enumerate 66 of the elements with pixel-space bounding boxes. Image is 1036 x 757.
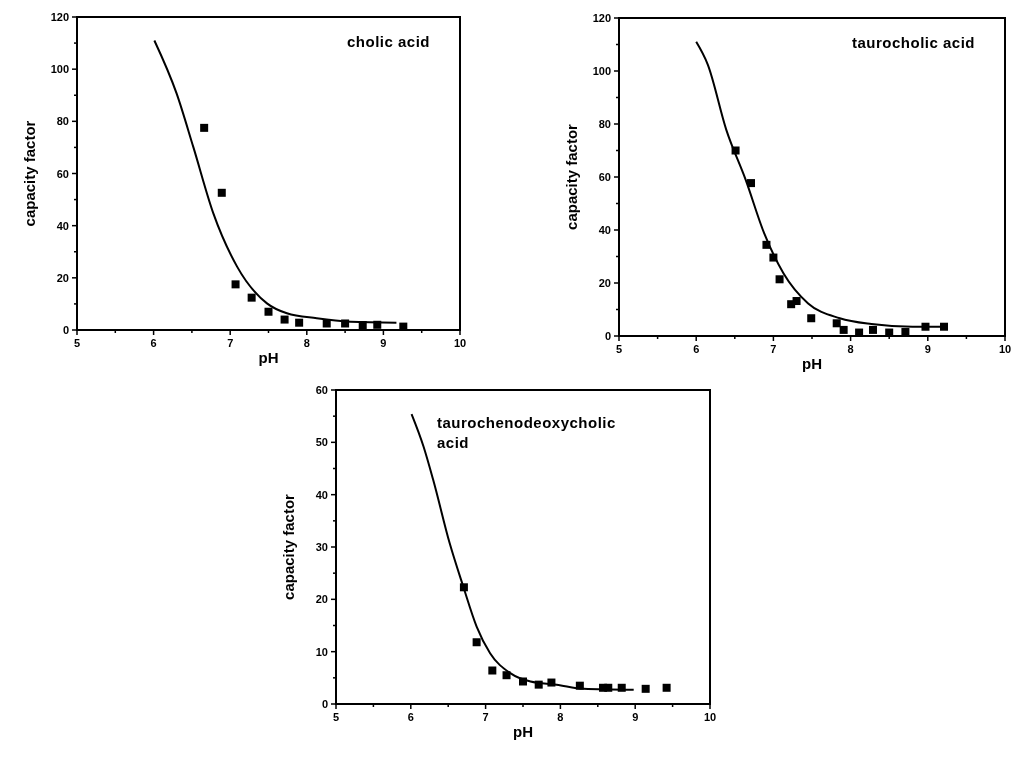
y-tick-label: 60 (315, 384, 328, 396)
annotation: taurochenodeoxycholic acid (436, 414, 616, 451)
point (264, 307, 273, 316)
x-tick-label: 9 (632, 711, 639, 723)
point (217, 188, 226, 197)
x-tick-label: 6 (407, 711, 414, 723)
x-tick-label: 9 (380, 337, 387, 349)
x-tick-label: 9 (924, 343, 931, 355)
point (868, 325, 877, 334)
point (472, 638, 481, 647)
point (832, 319, 841, 328)
y-tick-label: 60 (56, 167, 69, 180)
point (200, 123, 209, 132)
point (662, 683, 671, 692)
y-tick-label: 120 (592, 12, 611, 24)
y-tick-label: 20 (315, 593, 328, 606)
x-tick-label: 5 (73, 337, 81, 349)
point (792, 297, 801, 306)
x-tick-label: 8 (847, 343, 854, 355)
y-axis-title: capacity factor (21, 120, 38, 227)
x-tick-label: 8 (557, 711, 564, 723)
x-tick-label: 6 (150, 337, 157, 349)
y-tick-label: 20 (598, 277, 611, 289)
y-tick-label: 10 (315, 645, 328, 658)
x-tick-label: 5 (332, 711, 340, 723)
x-tick-label: 5 (615, 343, 623, 355)
y-tick-label: 120 (50, 11, 69, 23)
x-tick-label: 6 (693, 343, 700, 355)
point (641, 684, 650, 693)
y-axis-title: capacity factor (563, 123, 580, 230)
y-tick-label: 40 (56, 219, 69, 232)
x-axis-title: pH (258, 349, 279, 366)
y-tick-label: 0 (62, 324, 69, 336)
y-axis-title: capacity factor (280, 493, 297, 600)
point (231, 280, 240, 289)
x-tick-label: 7 (770, 343, 777, 355)
y-tick-label: 30 (315, 541, 328, 553)
annotation: taurocholic acid (851, 34, 975, 51)
point (839, 325, 848, 334)
x-tick-label: 8 (303, 337, 310, 349)
line-series (410, 413, 635, 691)
y-tick-label: 100 (50, 63, 69, 76)
point (775, 275, 784, 284)
y-tick-label: 40 (315, 488, 328, 501)
x-tick-label: 7 (482, 711, 489, 723)
point (280, 315, 289, 324)
point (295, 318, 304, 327)
point (488, 666, 497, 675)
y-tick-label: 20 (56, 271, 69, 284)
y-tick-label: 0 (604, 330, 611, 342)
y-tick-label: 100 (592, 65, 611, 77)
x-axis-title: pH (802, 355, 822, 372)
y-tick-label: 40 (598, 224, 611, 236)
annotation: cholic acid (346, 33, 430, 50)
point (247, 293, 256, 302)
y-tick-label: 0 (321, 698, 328, 710)
x-tick-label: 10 (453, 337, 467, 349)
y-tick-label: 80 (598, 118, 611, 130)
x-axis-title: pH (513, 723, 533, 740)
x-tick-label: 10 (998, 343, 1012, 355)
y-tick-label: 60 (598, 171, 611, 183)
y-tick-label: 50 (315, 436, 328, 449)
x-tick-label: 10 (703, 711, 717, 723)
y-tick-label: 80 (56, 115, 69, 128)
point (807, 314, 816, 323)
x-tick-label: 7 (227, 337, 234, 349)
